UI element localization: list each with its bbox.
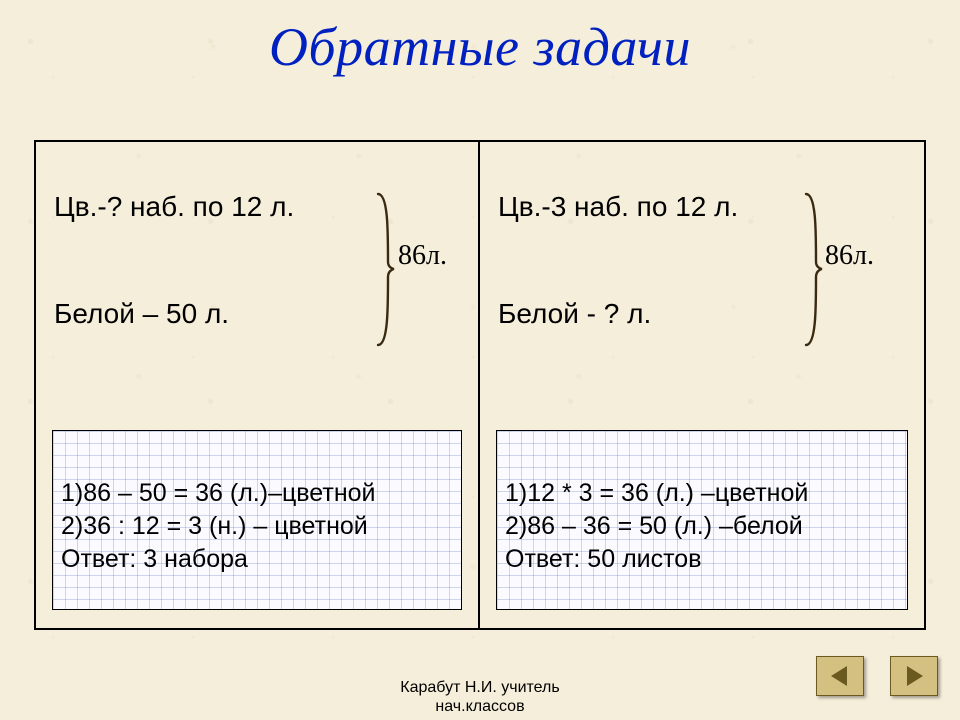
problem2-line1: Цв.-3 наб. по 12 л. [498, 190, 738, 224]
solution-box-2: 1)12 * 3 = 36 (л.) –цветной 2)86 – 36 = … [496, 430, 908, 610]
problem-cell-1: Цв.-? наб. по 12 л. Белой – 50 л. 86л. 1… [36, 142, 480, 628]
credit-line1: Карабут Н.И. учитель [400, 679, 559, 696]
slide-nav [816, 656, 938, 696]
solution1-answer: Ответ: 3 набора [61, 543, 453, 576]
curly-brace-icon [802, 192, 824, 347]
curly-brace-icon [374, 192, 396, 347]
page-title: Обратные задачи [0, 16, 960, 78]
solution2-answer: Ответ: 50 листов [505, 543, 899, 576]
triangle-left-icon [827, 663, 853, 689]
solution-box-1: 1)86 – 50 = 36 (л.)–цветной 2)36 : 12 = … [52, 430, 462, 610]
solution2-line1: 1)12 * 3 = 36 (л.) –цветной [505, 477, 899, 510]
solution2-line2: 2)86 – 36 = 50 (л.) –белой [505, 510, 899, 543]
credit-line2: нач.классов [435, 698, 524, 715]
triangle-right-icon [901, 663, 927, 689]
problem2-line2: Белой - ? л. [498, 297, 651, 331]
prev-slide-button[interactable] [816, 656, 864, 696]
solution1-line2: 2)36 : 12 = 3 (н.) – цветной [61, 510, 453, 543]
problem1-sum: 86л. [398, 240, 447, 272]
next-slide-button[interactable] [890, 656, 938, 696]
problem1-line1: Цв.-? наб. по 12 л. [54, 190, 294, 224]
problem-table: Цв.-? наб. по 12 л. Белой – 50 л. 86л. 1… [34, 140, 926, 630]
problem-cell-2: Цв.-3 наб. по 12 л. Белой - ? л. 86л. 1)… [480, 142, 924, 628]
problem2-sum: 86л. [825, 240, 874, 272]
problem1-line2: Белой – 50 л. [54, 297, 229, 331]
solution1-line1: 1)86 – 50 = 36 (л.)–цветной [61, 477, 453, 510]
